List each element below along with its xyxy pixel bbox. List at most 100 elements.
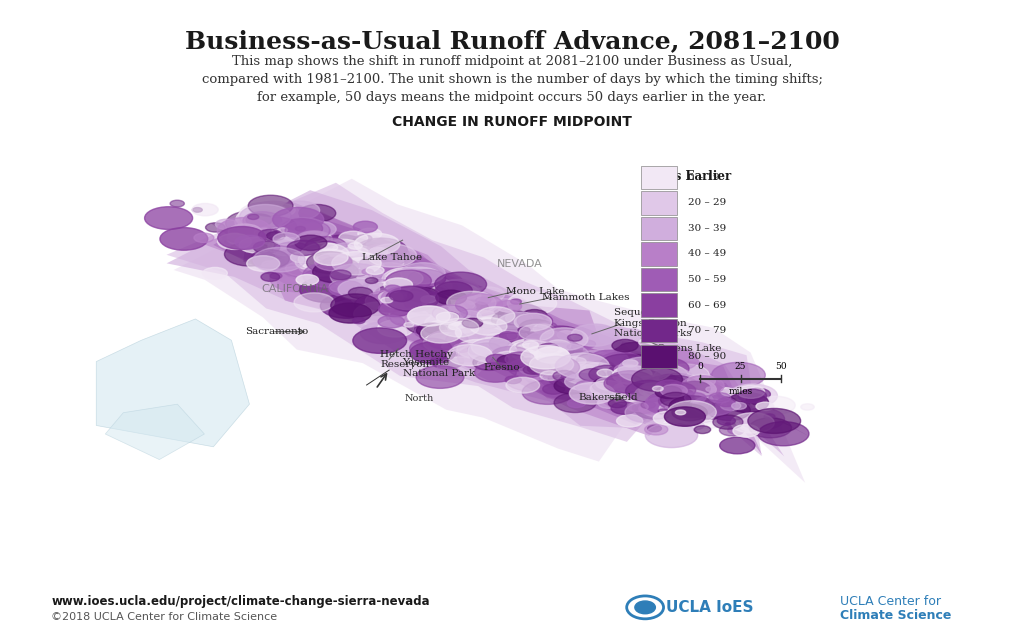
Text: CHANGE IN RUNOFF MIDPOINT: CHANGE IN RUNOFF MIDPOINT	[392, 115, 632, 129]
Circle shape	[333, 245, 350, 254]
Circle shape	[614, 383, 636, 393]
Circle shape	[681, 376, 724, 396]
Circle shape	[427, 284, 442, 291]
Circle shape	[253, 241, 280, 254]
Text: 70 – 79: 70 – 79	[688, 326, 727, 335]
Circle shape	[652, 369, 679, 382]
Circle shape	[408, 270, 445, 287]
Circle shape	[488, 333, 504, 339]
Circle shape	[739, 417, 773, 432]
Circle shape	[281, 219, 323, 238]
Circle shape	[286, 262, 314, 275]
Circle shape	[648, 393, 678, 407]
Circle shape	[380, 273, 419, 291]
Circle shape	[535, 347, 569, 363]
Circle shape	[589, 350, 629, 369]
Circle shape	[559, 357, 570, 363]
Circle shape	[529, 340, 552, 351]
Circle shape	[553, 371, 577, 382]
Circle shape	[237, 219, 262, 232]
Circle shape	[569, 383, 614, 404]
Circle shape	[604, 350, 624, 359]
Circle shape	[435, 282, 472, 299]
Circle shape	[717, 417, 735, 425]
Circle shape	[665, 390, 680, 397]
Circle shape	[317, 238, 352, 256]
Circle shape	[532, 337, 571, 356]
Circle shape	[356, 235, 372, 242]
Circle shape	[468, 344, 490, 355]
Polygon shape	[202, 207, 762, 455]
Circle shape	[353, 253, 366, 259]
Circle shape	[218, 226, 266, 249]
Circle shape	[331, 264, 384, 289]
Circle shape	[524, 331, 572, 354]
Circle shape	[403, 322, 414, 327]
Circle shape	[645, 392, 692, 415]
Circle shape	[575, 380, 602, 392]
Circle shape	[489, 333, 535, 354]
Circle shape	[529, 339, 573, 360]
Text: Hetch Hetchy
Reservoir: Hetch Hetchy Reservoir	[380, 350, 453, 369]
Circle shape	[372, 282, 392, 291]
Circle shape	[541, 343, 573, 359]
Text: Owens Lake: Owens Lake	[656, 344, 721, 353]
Circle shape	[668, 401, 717, 424]
Circle shape	[426, 300, 438, 306]
Circle shape	[621, 364, 667, 385]
Bar	[641, 345, 678, 368]
Circle shape	[669, 396, 715, 417]
Circle shape	[562, 362, 610, 385]
Circle shape	[801, 404, 814, 410]
Text: 0: 0	[697, 362, 702, 371]
Circle shape	[361, 269, 374, 274]
Circle shape	[614, 364, 638, 375]
Circle shape	[746, 396, 765, 404]
Circle shape	[473, 335, 499, 347]
Circle shape	[517, 344, 553, 361]
Circle shape	[239, 202, 290, 226]
Circle shape	[499, 343, 540, 363]
Circle shape	[757, 396, 796, 414]
Circle shape	[368, 298, 377, 302]
Circle shape	[554, 378, 589, 394]
Circle shape	[579, 362, 590, 368]
Circle shape	[406, 283, 416, 288]
Circle shape	[378, 320, 414, 337]
Circle shape	[461, 322, 481, 331]
Circle shape	[527, 363, 552, 375]
Circle shape	[355, 284, 398, 304]
Circle shape	[267, 230, 281, 237]
Circle shape	[324, 239, 364, 258]
Circle shape	[319, 235, 366, 256]
Circle shape	[437, 297, 450, 303]
Circle shape	[318, 265, 354, 282]
Circle shape	[608, 399, 627, 408]
Circle shape	[429, 296, 452, 307]
Circle shape	[462, 320, 500, 338]
Circle shape	[638, 391, 683, 412]
Circle shape	[408, 306, 451, 326]
Circle shape	[603, 379, 628, 391]
Circle shape	[639, 373, 678, 392]
Polygon shape	[213, 205, 755, 426]
Circle shape	[385, 286, 438, 312]
Circle shape	[617, 357, 672, 382]
Circle shape	[417, 324, 428, 329]
Circle shape	[193, 204, 218, 216]
Circle shape	[326, 245, 361, 261]
Circle shape	[381, 287, 430, 310]
Text: www.ioes.ucla.edu/project/climate-change-sierra-nevada: www.ioes.ucla.edu/project/climate-change…	[51, 595, 430, 607]
Circle shape	[677, 407, 698, 417]
Circle shape	[556, 369, 567, 374]
Circle shape	[554, 392, 596, 413]
Circle shape	[427, 330, 468, 350]
Circle shape	[578, 368, 610, 384]
Circle shape	[672, 386, 699, 399]
Circle shape	[663, 390, 714, 414]
Circle shape	[545, 350, 570, 363]
Circle shape	[334, 275, 347, 281]
Circle shape	[541, 345, 562, 355]
Circle shape	[366, 277, 378, 284]
Circle shape	[662, 382, 695, 398]
